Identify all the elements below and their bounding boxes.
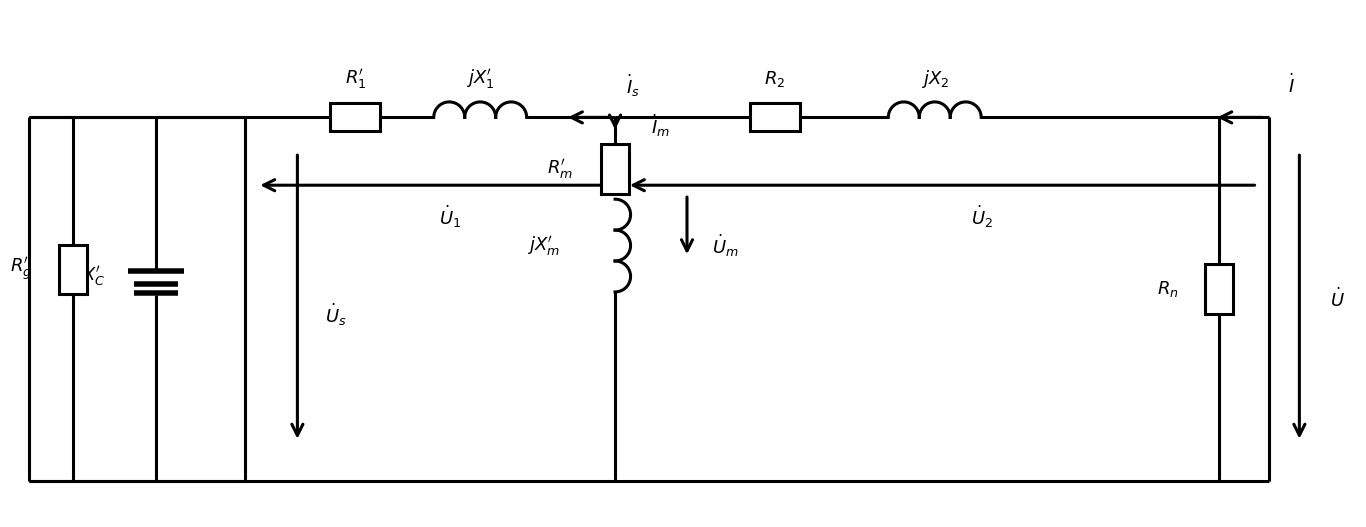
Text: $R_m'$: $R_m'$ <box>548 157 574 181</box>
Bar <box>59 245 86 295</box>
Text: $jX_1'$: $jX_1'$ <box>466 67 494 92</box>
Text: $jX_m'$: $jX_m'$ <box>527 233 560 258</box>
Bar <box>331 103 380 131</box>
Bar <box>750 103 800 131</box>
Text: $\dot{U}_s$: $\dot{U}_s$ <box>325 301 346 327</box>
Text: $R_2$: $R_2$ <box>765 70 785 90</box>
Text: $\dot{U}_m$: $\dot{U}_m$ <box>712 232 739 259</box>
Text: $\dot{U}_2$: $\dot{U}_2$ <box>971 204 993 230</box>
Text: $R_1'$: $R_1'$ <box>344 67 366 92</box>
Bar <box>1205 265 1233 315</box>
Bar <box>601 144 630 194</box>
Text: $\dot{I}_s$: $\dot{I}_s$ <box>626 72 639 99</box>
Text: $\dot{U}$: $\dot{U}$ <box>1330 288 1344 311</box>
Text: $jX_2$: $jX_2$ <box>921 69 949 91</box>
Text: $\dot{U}_1$: $\dot{U}_1$ <box>438 204 462 230</box>
Text: $R_n$: $R_n$ <box>1157 279 1179 299</box>
Text: $R_g'$: $R_g'$ <box>10 256 31 283</box>
Text: $\dot{I}_m$: $\dot{I}_m$ <box>650 113 669 139</box>
Text: $-jX_C'$: $-jX_C'$ <box>61 265 105 288</box>
Text: $\dot{I}$: $\dot{I}$ <box>1288 74 1295 97</box>
